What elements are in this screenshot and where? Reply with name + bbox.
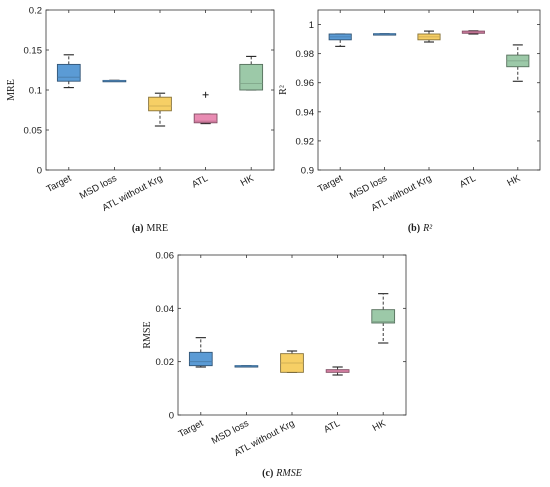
xtick-label-b: ATL <box>458 173 478 191</box>
ylabel-b: R² <box>278 85 289 95</box>
box-a-0 <box>56 54 81 89</box>
box-c-2 <box>280 350 304 373</box>
box-b-1 <box>373 33 397 36</box>
xtick-label-a: HK <box>239 173 256 189</box>
caption-b-text: R² <box>422 223 433 234</box>
box-body <box>239 63 264 91</box>
box-a-2 <box>148 92 172 127</box>
caption-c-letter: (c) <box>262 468 273 479</box>
ytick-label-a: 0.05 <box>24 126 43 137</box>
box-body <box>193 113 218 124</box>
caption-a-text: MRE <box>147 223 169 234</box>
ytick-label-a: 0 <box>37 166 42 177</box>
caption-c: (c) RMSE <box>262 468 302 479</box>
box-body <box>371 309 396 324</box>
ytick-label-c: 0 <box>169 411 174 422</box>
xtick-label-b: HK <box>505 173 522 189</box>
caption-c-text: RMSE <box>275 468 302 479</box>
caption-b: (b) R² <box>408 223 433 234</box>
box-a-1 <box>102 79 127 83</box>
box-c-1 <box>234 365 259 368</box>
ytick-label-b: 0.94 <box>296 107 315 118</box>
xtick-label-c: HK <box>371 418 388 434</box>
box-body <box>56 63 81 82</box>
caption-b-letter: (b) <box>408 223 420 234</box>
ytick-label-c: 0.06 <box>156 251 175 262</box>
ytick-label-b: 1 <box>309 20 314 31</box>
ylabel-c: RMSE <box>142 321 153 348</box>
ytick-label-b: 0.98 <box>296 49 315 60</box>
caption-a-letter: (a) <box>132 223 144 234</box>
ytick-label-b: 0.92 <box>296 136 315 147</box>
xtick-label-a: Target <box>45 173 74 195</box>
box-c-0 <box>188 337 213 368</box>
ytick-label-a: 0.15 <box>24 46 43 57</box>
plot-frame-c <box>177 254 407 416</box>
ytick-label-a: 0.1 <box>29 86 42 97</box>
ytick-label-c: 0.02 <box>156 357 175 368</box>
box-a-4 <box>239 55 264 91</box>
ytick-label-a: 0.2 <box>29 6 42 17</box>
box-a-3 <box>193 91 218 125</box>
box-body <box>148 96 172 112</box>
box-b-2 <box>417 30 441 43</box>
ytick-label-b: 0.96 <box>296 78 315 89</box>
box-c-4 <box>371 293 396 344</box>
ytick-label-c: 0.04 <box>156 304 175 315</box>
xtick-label-b: Target <box>316 173 345 195</box>
caption-a: (a) MRE <box>132 223 168 234</box>
box-b-3 <box>461 30 485 35</box>
xtick-label-c: Target <box>177 418 206 440</box>
xtick-label-a: ATL <box>190 173 210 191</box>
ytick-label-b: 0.9 <box>301 166 314 177</box>
box-b-4 <box>506 44 530 82</box>
box-b-0 <box>328 33 352 47</box>
box-c-3 <box>325 366 350 376</box>
xtick-label-c: ATL <box>322 418 342 436</box>
ylabel-a: MRE <box>6 79 17 101</box>
box-body <box>188 351 213 367</box>
